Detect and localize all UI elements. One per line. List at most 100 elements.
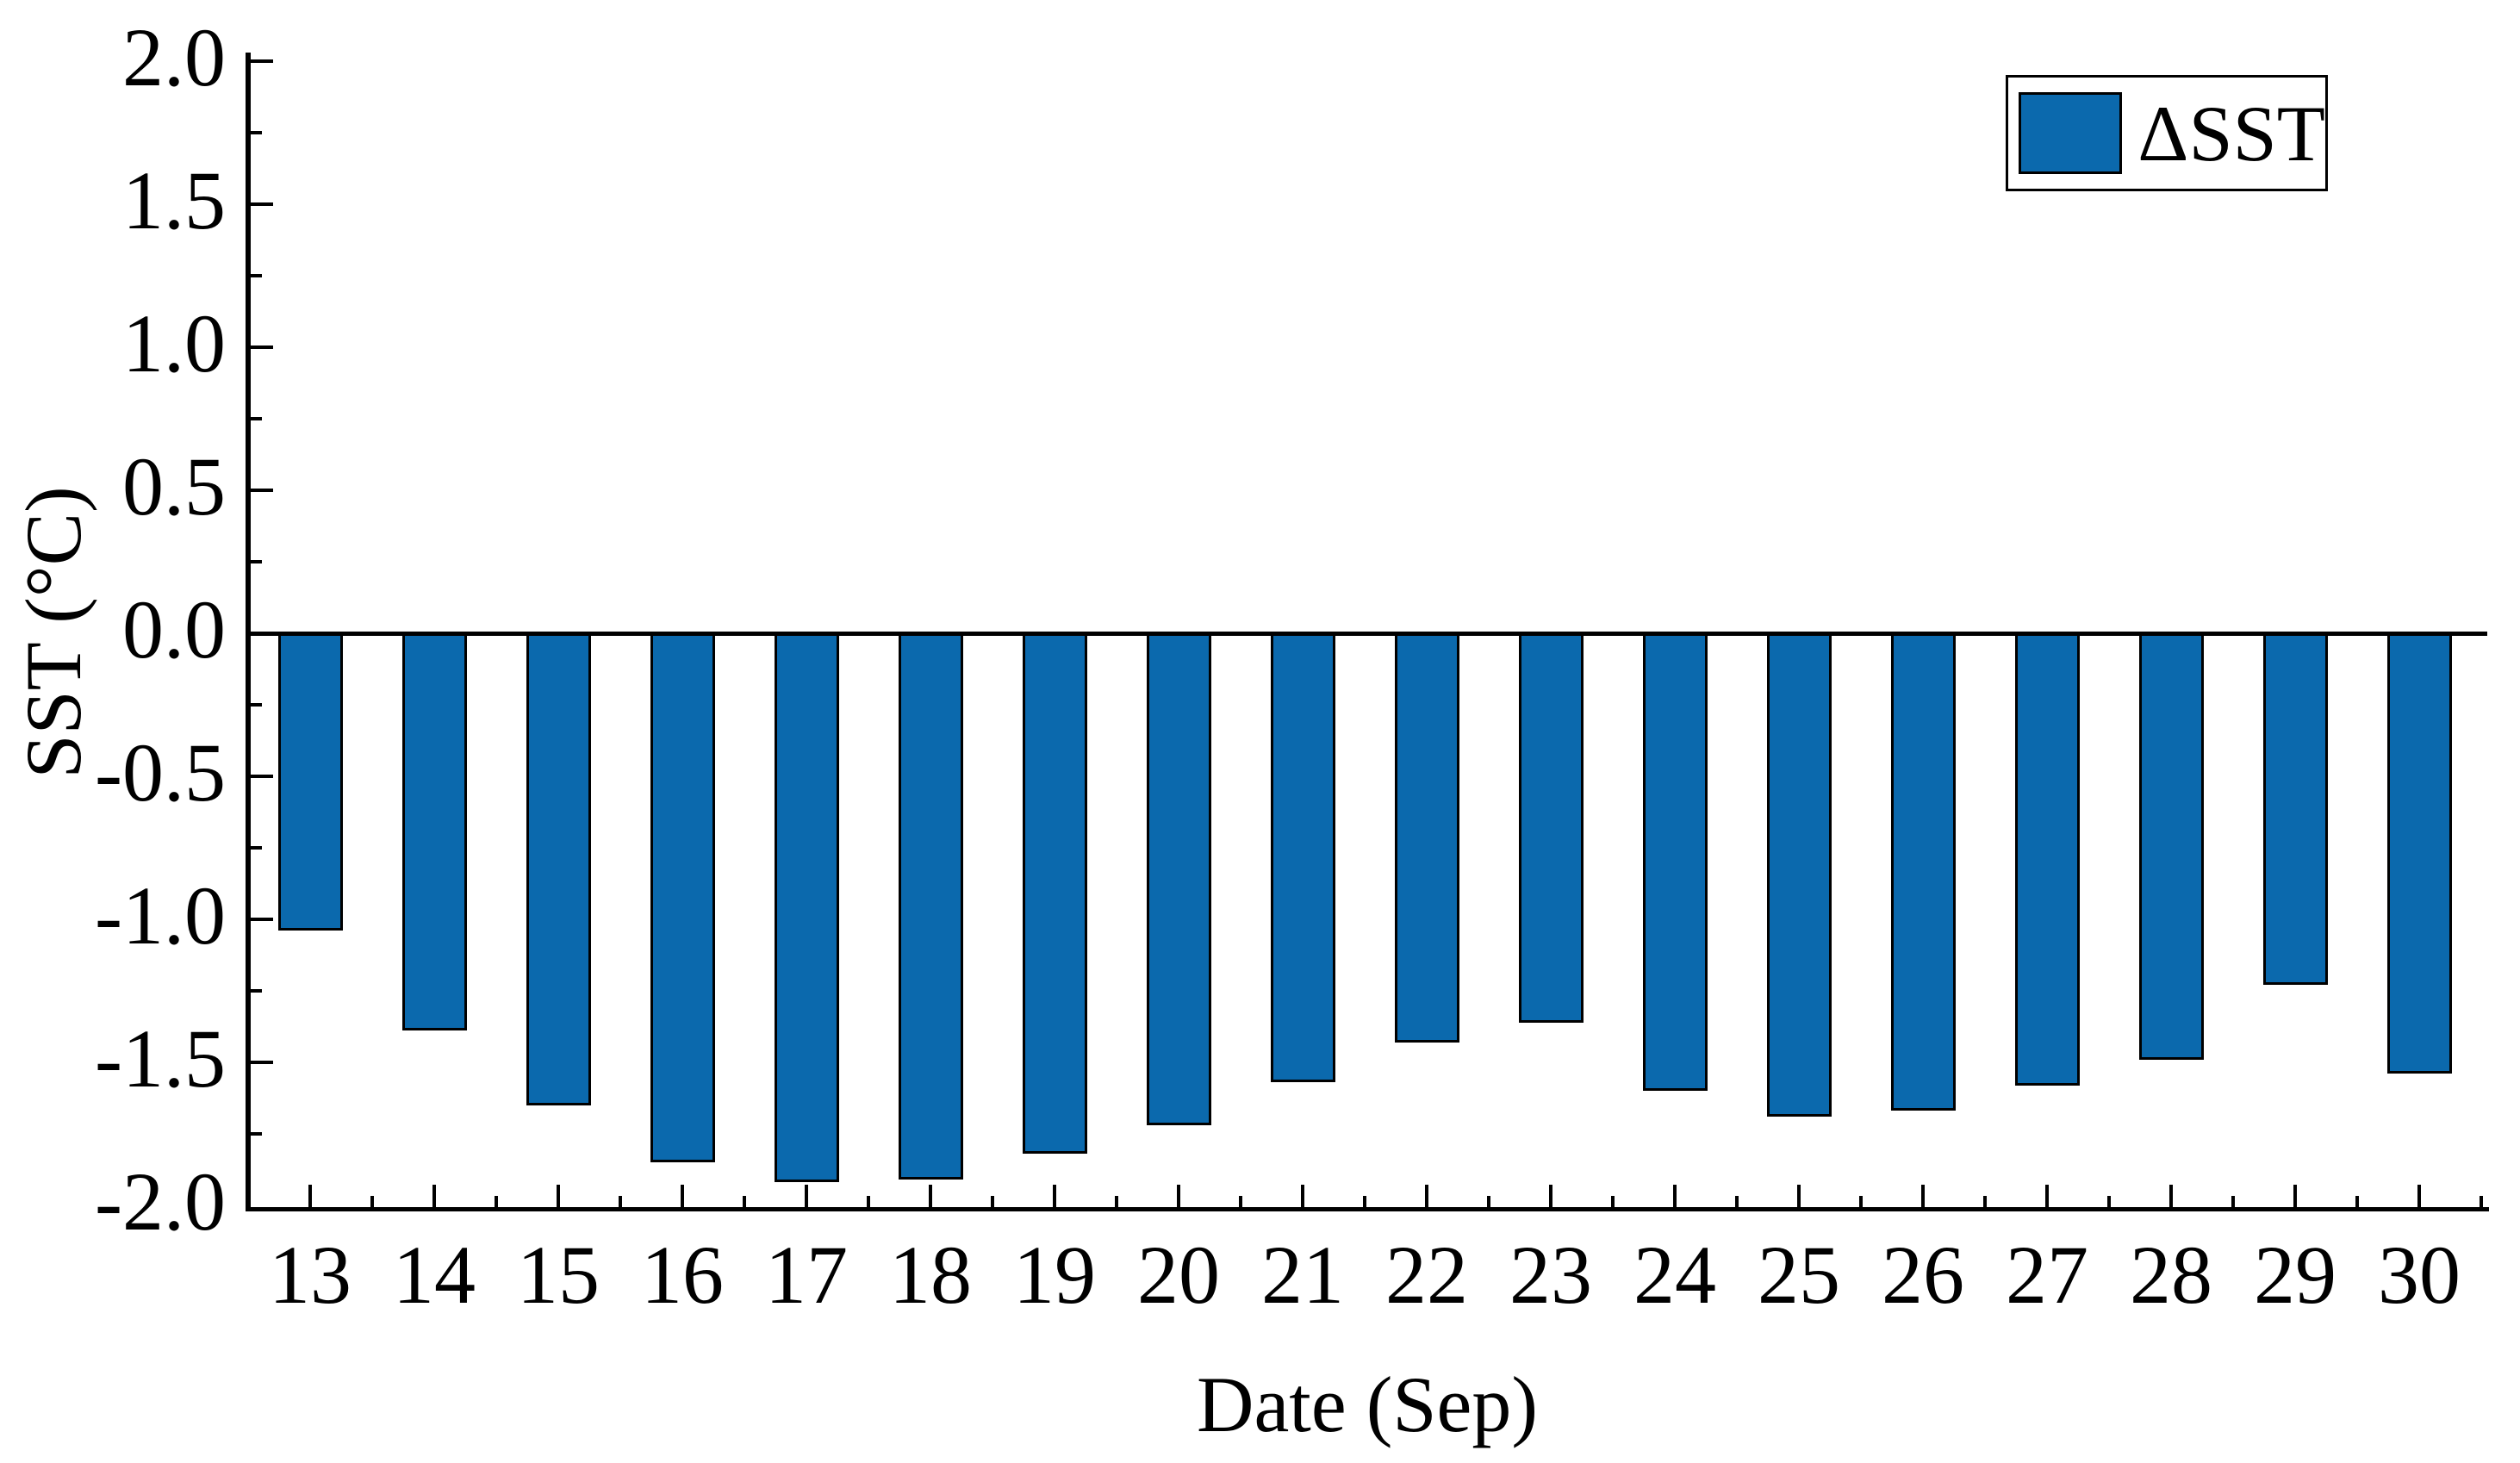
x-axis-tick-label: 22 (1385, 1229, 1468, 1321)
x-axis-tick-label: 19 (1013, 1229, 1096, 1321)
x-axis-tick-label: 25 (1758, 1229, 1840, 1321)
x-axis-minor-tick (1239, 1196, 1242, 1207)
x-axis-major-tick (1177, 1185, 1180, 1207)
x-axis-major-tick (432, 1185, 436, 1207)
bar-30 (2387, 633, 2452, 1074)
x-axis-minor-tick (2231, 1196, 2235, 1207)
bar-19 (1023, 633, 1087, 1154)
y-axis-major-tick (251, 202, 273, 206)
y-axis-major-tick (251, 632, 273, 635)
y-axis-major-tick (251, 1061, 273, 1064)
y-axis-minor-tick (251, 560, 262, 563)
y-axis-major-tick (251, 775, 273, 778)
y-axis-minor-tick (251, 703, 262, 707)
x-axis-major-tick (1797, 1185, 1801, 1207)
x-axis-minor-tick (2480, 1196, 2483, 1207)
legend-label: ΔSST (2137, 89, 2325, 177)
x-axis-minor-tick (1363, 1196, 1366, 1207)
x-axis-tick-label: 18 (889, 1229, 972, 1321)
x-axis-major-tick (2169, 1185, 2173, 1207)
x-axis-major-tick (2293, 1185, 2297, 1207)
x-axis-line (246, 1207, 2489, 1211)
x-axis-major-tick (2045, 1185, 2049, 1207)
y-axis-tick-label: 2.0 (122, 11, 226, 104)
x-axis-minor-tick (1735, 1196, 1739, 1207)
y-axis-tick-label: -2.0 (95, 1155, 226, 1248)
x-axis-minor-tick (1487, 1196, 1490, 1207)
x-axis-major-tick (1425, 1185, 1428, 1207)
legend-swatch (2019, 92, 2123, 174)
x-axis-minor-tick (2355, 1196, 2359, 1207)
y-axis-major-tick (251, 489, 273, 492)
y-axis-tick-label: -1.5 (95, 1012, 226, 1105)
y-axis-tick-label: -0.5 (95, 726, 226, 819)
x-axis-minor-tick (1611, 1196, 1615, 1207)
x-axis-tick-label: 15 (517, 1229, 600, 1321)
bar-22 (1395, 633, 1459, 1043)
x-axis-tick-label: 17 (765, 1229, 848, 1321)
x-axis-major-tick (681, 1185, 684, 1207)
x-axis-minor-tick (1859, 1196, 1863, 1207)
x-axis-tick-label: 14 (393, 1229, 476, 1321)
y-axis-tick-label: -1.0 (95, 869, 226, 962)
x-axis-tick-label: 21 (1261, 1229, 1344, 1321)
bar-23 (1519, 633, 1584, 1023)
bar-15 (526, 633, 591, 1105)
x-axis-major-tick (1549, 1185, 1552, 1207)
y-axis-tick-label: 1.5 (122, 154, 226, 247)
x-axis-tick-label: 26 (1882, 1229, 1964, 1321)
x-axis-tick-label: 16 (641, 1229, 724, 1321)
x-axis-tick-label: 27 (2006, 1229, 2088, 1321)
x-axis-tick-label: 30 (2378, 1229, 2461, 1321)
bar-18 (899, 633, 963, 1180)
x-axis-title: Date (Sep) (1197, 1360, 1538, 1448)
bar-16 (650, 633, 715, 1162)
y-axis-minor-tick (251, 989, 262, 993)
x-axis-minor-tick (867, 1196, 870, 1207)
bar-24 (1643, 633, 1708, 1091)
y-axis-minor-tick (251, 1132, 262, 1136)
x-axis-major-tick (1673, 1185, 1677, 1207)
bar-25 (1767, 633, 1832, 1117)
x-axis-tick-label: 20 (1137, 1229, 1220, 1321)
bar-26 (1891, 633, 1956, 1111)
y-axis-minor-tick (251, 274, 262, 277)
bar-13 (278, 633, 343, 931)
x-axis-major-tick (1053, 1185, 1056, 1207)
x-axis-minor-tick (2107, 1196, 2111, 1207)
x-axis-major-tick (308, 1185, 312, 1207)
y-axis-minor-tick (251, 846, 262, 850)
x-axis-major-tick (929, 1185, 932, 1207)
legend-box: ΔSST (2006, 75, 2328, 191)
x-axis-major-tick (805, 1185, 808, 1207)
bar-17 (775, 633, 839, 1182)
y-axis-tick-label: 0.5 (122, 440, 226, 533)
x-axis-major-tick (2417, 1185, 2421, 1207)
y-axis-tick-label: 1.0 (122, 297, 226, 390)
y-axis-line (246, 53, 251, 1211)
zero-baseline (248, 632, 2487, 636)
y-axis-title: SST (°C) (9, 486, 97, 779)
x-axis-minor-tick (1115, 1196, 1118, 1207)
x-axis-minor-tick (495, 1196, 498, 1207)
x-axis-minor-tick (370, 1196, 374, 1207)
x-axis-tick-label: 24 (1633, 1229, 1716, 1321)
x-axis-minor-tick (1983, 1196, 1987, 1207)
y-axis-minor-tick (251, 417, 262, 420)
x-axis-major-tick (557, 1185, 560, 1207)
x-axis-tick-label: 28 (2130, 1229, 2212, 1321)
bar-27 (2015, 633, 2080, 1086)
bar-20 (1147, 633, 1211, 1125)
y-axis-major-tick (251, 918, 273, 921)
bar-14 (402, 633, 467, 1030)
x-axis-major-tick (1301, 1185, 1304, 1207)
x-axis-tick-label: 29 (2254, 1229, 2336, 1321)
x-axis-tick-label: 23 (1509, 1229, 1592, 1321)
y-axis-major-tick (251, 346, 273, 349)
y-axis-tick-label: 0.0 (122, 583, 226, 676)
x-axis-minor-tick (619, 1196, 622, 1207)
y-axis-minor-tick (251, 131, 262, 134)
